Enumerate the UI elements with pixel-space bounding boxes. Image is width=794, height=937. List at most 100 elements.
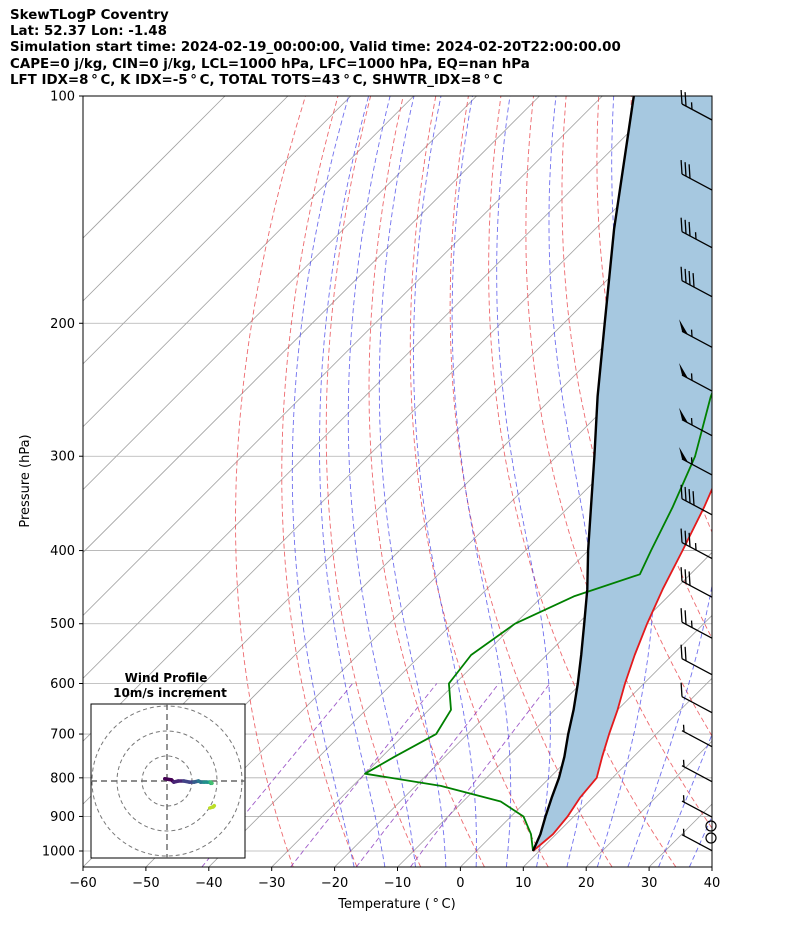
dry-adiabat xyxy=(235,96,306,867)
dry-adiabat xyxy=(525,96,712,829)
x-tick-label: 0 xyxy=(456,876,464,891)
mixing-ratio-line xyxy=(201,683,353,867)
y-tick-label: 400 xyxy=(50,544,75,559)
isotherm-line xyxy=(83,96,666,679)
y-tick-label: 1000 xyxy=(42,845,75,860)
moist-adiabat xyxy=(720,96,794,867)
temperature-profile xyxy=(532,487,712,852)
hodograph-segment xyxy=(209,780,214,785)
moist-adiabat xyxy=(451,96,512,867)
wind-barb xyxy=(680,159,713,191)
parcel-profile xyxy=(531,96,635,852)
isotherm-line xyxy=(83,96,477,491)
y-tick-label: 100 xyxy=(50,90,75,105)
isotherm-line xyxy=(523,677,712,867)
profiles xyxy=(364,96,712,852)
y-tick-label: 800 xyxy=(50,771,75,786)
isotherm-line xyxy=(83,96,226,239)
moist-adiabat xyxy=(291,96,355,867)
dry-adiabat xyxy=(762,96,794,867)
isotherm-line xyxy=(145,300,712,867)
isotherm-line xyxy=(271,426,712,867)
isotherm-line xyxy=(334,489,712,867)
y-tick-label: 500 xyxy=(50,617,75,632)
wind-barb xyxy=(680,608,713,639)
dry-adiabat xyxy=(325,96,422,867)
wind-barb xyxy=(680,682,713,714)
hodograph-subtitle: 10m/s increment xyxy=(113,686,227,700)
wind-barb xyxy=(679,363,713,392)
x-tick-label: −20 xyxy=(321,876,348,891)
dry-adiabat xyxy=(488,96,677,867)
dry-adiabat xyxy=(729,96,794,867)
wind-barb xyxy=(680,89,713,121)
hodograph-segment xyxy=(208,805,215,810)
x-tick-label: −60 xyxy=(69,876,96,891)
dry-adiabat xyxy=(409,96,549,867)
moist-adiabat xyxy=(378,96,447,867)
isotherm-line xyxy=(83,96,540,554)
dry-adiabat xyxy=(368,96,485,867)
isotherm-line xyxy=(83,96,414,428)
wind-barb xyxy=(681,759,713,783)
y-tick-label: 300 xyxy=(50,450,75,465)
y-axis-label: Pressure (hPa) xyxy=(18,434,33,527)
cape-line: CAPE=0 j/kg, CIN=0 j/kg, LCL=1000 hPa, L… xyxy=(10,56,530,72)
wind-barb xyxy=(679,319,713,348)
x-tick-label: −50 xyxy=(132,876,159,891)
isotherm-line xyxy=(83,96,603,616)
mixing-ratio-line xyxy=(355,683,500,867)
axes: Temperature ( ° C) Pressure (hPa) −60 −50… xyxy=(18,90,720,913)
chart-header: SkewTLogP Coventry Lat: 52.37 Lon: -1.48… xyxy=(10,8,621,89)
hodograph-title: Wind Profile xyxy=(125,671,208,685)
moist-adiabat xyxy=(319,96,386,867)
location-line: Lat: 52.37 Lon: -1.48 xyxy=(10,24,167,40)
mixing-ratio-line xyxy=(410,683,551,867)
calm-wind-circle xyxy=(705,820,717,832)
moist-adiabat xyxy=(496,96,551,867)
dry-adiabat xyxy=(281,96,358,867)
wind-barb xyxy=(681,828,713,852)
isotherm-line xyxy=(83,111,712,742)
wind-barb xyxy=(680,567,713,598)
moist-adiabat xyxy=(413,96,477,867)
y-tick-label: 900 xyxy=(50,810,75,825)
wind-barb xyxy=(679,446,713,476)
wind-barb xyxy=(681,724,713,748)
moist-adiabat xyxy=(658,733,712,867)
parcel-area-fill xyxy=(533,96,712,851)
wind-barb xyxy=(679,407,713,437)
isotherm-line xyxy=(83,96,352,365)
isotherm-line xyxy=(83,96,289,302)
chart-title: SkewTLogP Coventry xyxy=(10,8,169,23)
x-tick-label: −40 xyxy=(195,876,222,891)
x-axis-label: Temperature ( ° C) xyxy=(337,897,455,912)
x-tick-label: 30 xyxy=(641,876,658,891)
y-tick-label: 200 xyxy=(50,317,75,332)
moist-adiabat xyxy=(627,96,712,867)
wind-barbs xyxy=(679,89,717,852)
isotherm-line xyxy=(397,551,712,867)
y-tick-label: 700 xyxy=(50,728,75,743)
wind-barb xyxy=(680,644,713,676)
wind-barb xyxy=(680,217,713,249)
wind-barb xyxy=(680,484,713,516)
wind-barb xyxy=(681,795,713,818)
dewpoint-profile xyxy=(364,390,712,852)
y-tick-label: 600 xyxy=(50,677,75,692)
dry-adiabat xyxy=(449,96,613,867)
moist-adiabat xyxy=(347,96,416,867)
mixing-ratio-line xyxy=(290,683,438,867)
x-tick-label: 40 xyxy=(704,876,721,891)
index-line: LFT IDX=8 ° C, K IDX=-5 ° C, TOTAL TOTS=… xyxy=(10,72,503,88)
wind-barb xyxy=(680,266,713,298)
calm-wind-circle xyxy=(705,832,717,844)
hodograph: Wind Profile 10m/s increment xyxy=(90,671,246,859)
isotherm-line xyxy=(711,866,712,867)
x-tick-label: 20 xyxy=(578,876,595,891)
x-tick-label: 10 xyxy=(515,876,532,891)
wind-barb xyxy=(680,528,713,560)
x-tick-label: −30 xyxy=(258,876,285,891)
x-tick-label: −10 xyxy=(384,876,411,891)
